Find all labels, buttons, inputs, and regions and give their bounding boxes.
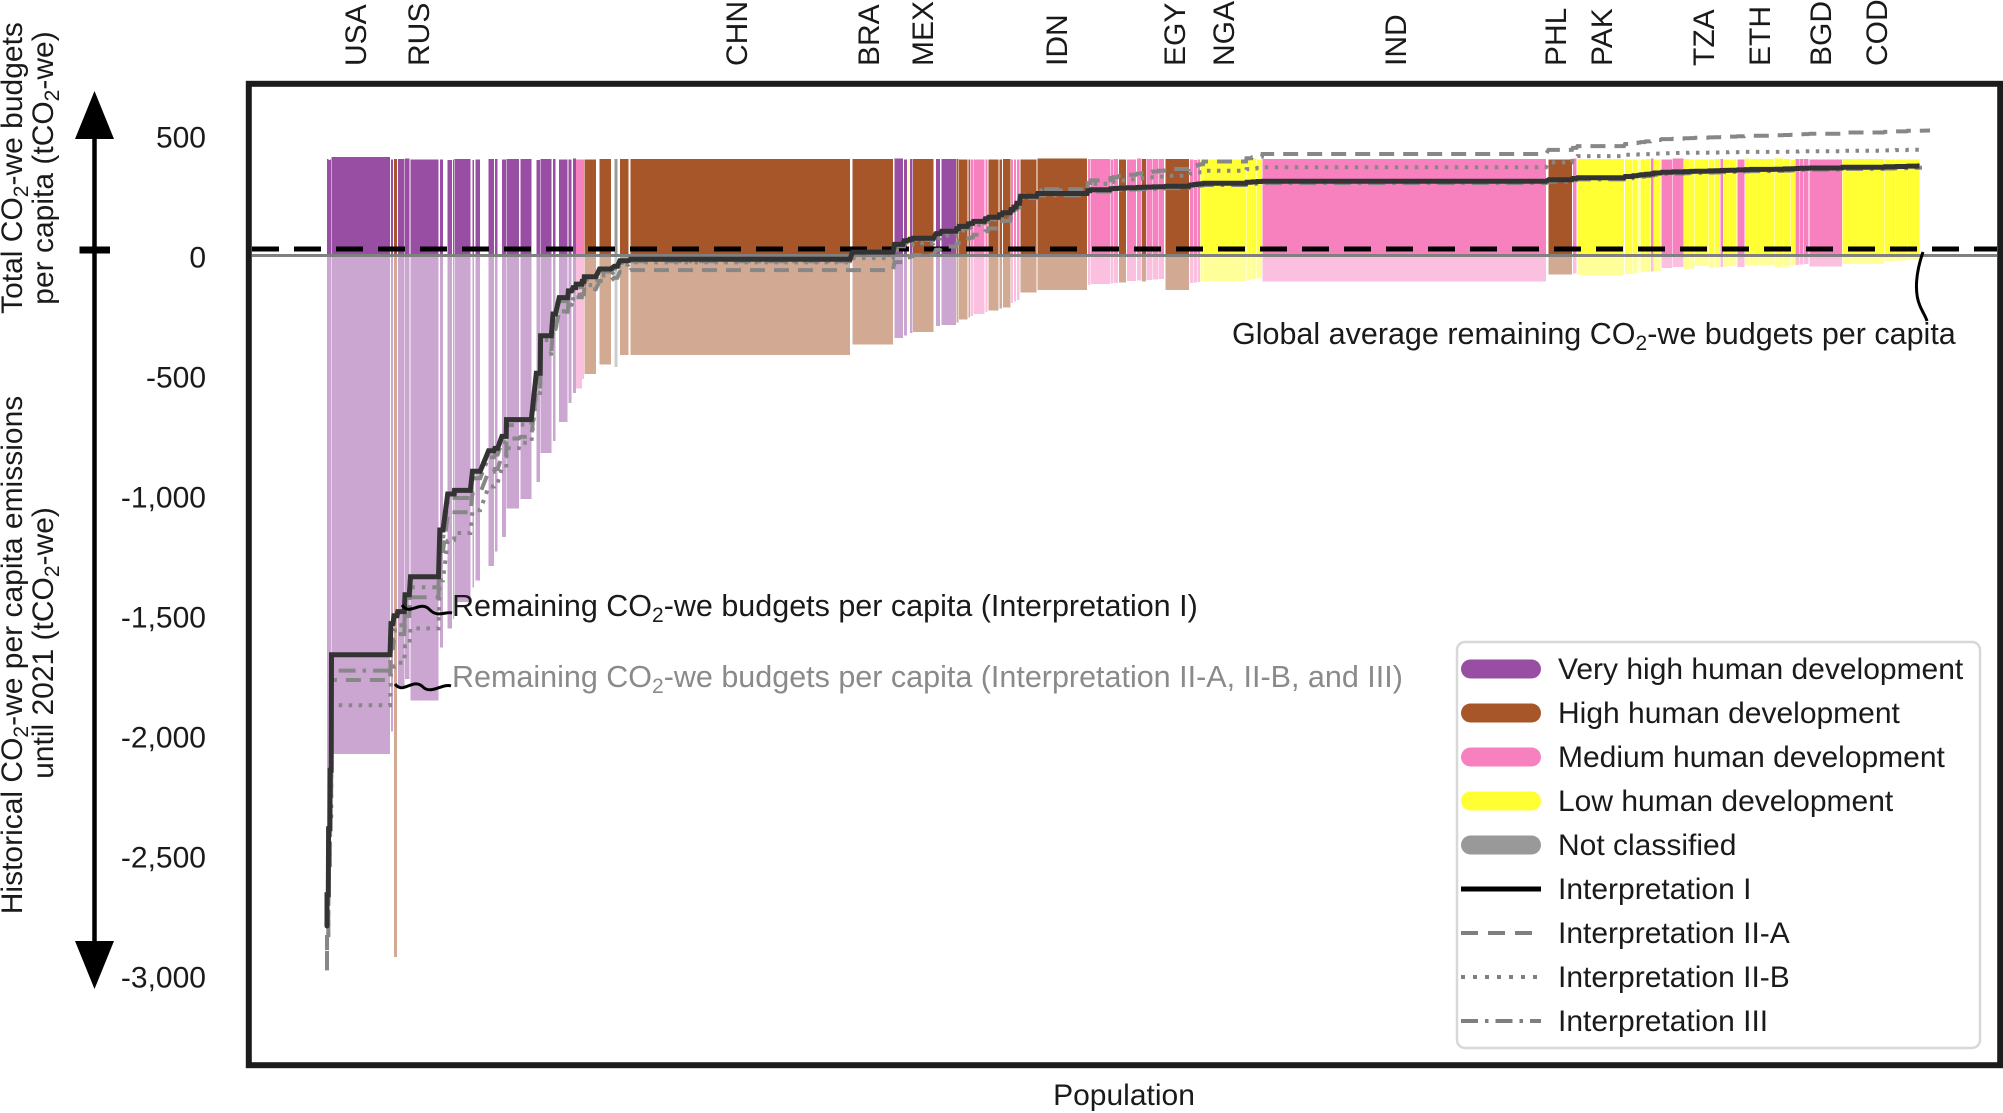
svg-text:Medium human development: Medium human development [1558, 741, 1946, 774]
svg-text:MEX: MEX [907, 1, 940, 66]
svg-text:USA: USA [340, 4, 373, 66]
svg-text:Not classified: Not classified [1558, 829, 1736, 862]
svg-text:PHL: PHL [1540, 8, 1573, 66]
svg-text:Interpretation II-B: Interpretation II-B [1558, 961, 1790, 994]
svg-text:BRA: BRA [853, 4, 886, 66]
svg-text:High human development: High human development [1558, 697, 1901, 730]
svg-text:-1,000: -1,000 [121, 482, 206, 515]
svg-text:COD: COD [1861, 0, 1894, 66]
svg-text:-2,000: -2,000 [121, 722, 206, 755]
svg-text:-2,500: -2,500 [121, 842, 206, 875]
svg-text:PAK: PAK [1586, 8, 1619, 66]
svg-text:Low human development: Low human development [1558, 785, 1894, 818]
svg-text:Interpretation I: Interpretation I [1558, 873, 1751, 906]
svg-text:BGD: BGD [1805, 1, 1838, 66]
svg-text:IND: IND [1380, 14, 1413, 66]
svg-text:0: 0 [189, 242, 206, 275]
svg-text:Interpretation II-A: Interpretation II-A [1558, 917, 1790, 950]
svg-text:EGY: EGY [1159, 3, 1192, 66]
svg-text:-500: -500 [146, 362, 206, 395]
svg-text:Global average remaining CO2​-: Global average remaining CO2​-we budgets… [1232, 317, 1956, 355]
svg-text:IDN: IDN [1041, 14, 1074, 66]
svg-text:Interpretation III: Interpretation III [1558, 1005, 1768, 1038]
svg-text:-1,500: -1,500 [121, 602, 206, 635]
svg-text:NGA: NGA [1208, 1, 1241, 66]
svg-text:Historical CO2​-we per capita: Historical CO2​-we per capita emissions [0, 396, 33, 915]
svg-text:CHN: CHN [721, 1, 754, 66]
svg-text:Total CO2​-we budgets: Total CO2​-we budgets [0, 22, 33, 314]
svg-text:Remaining CO2​-we budgets per: Remaining CO2​-we budgets per capita (In… [452, 660, 1403, 698]
svg-text:500: 500 [156, 122, 206, 155]
svg-text:Very high human development: Very high human development [1558, 653, 1964, 686]
svg-text:RUS: RUS [403, 3, 436, 66]
svg-text:Remaining CO2​-we budgets per: Remaining CO2​-we budgets per capita (In… [452, 589, 1198, 627]
svg-text:per capita (tCO2​-we): per capita (tCO2​-we) [27, 31, 64, 304]
svg-text:-3,000: -3,000 [121, 962, 206, 995]
svg-text:ETH: ETH [1744, 6, 1777, 66]
svg-text:Population: Population [1053, 1079, 1195, 1112]
svg-text:until 2021 (tCO2​-we): until 2021 (tCO2​-we) [27, 507, 64, 779]
svg-text:TZA: TZA [1688, 9, 1721, 66]
